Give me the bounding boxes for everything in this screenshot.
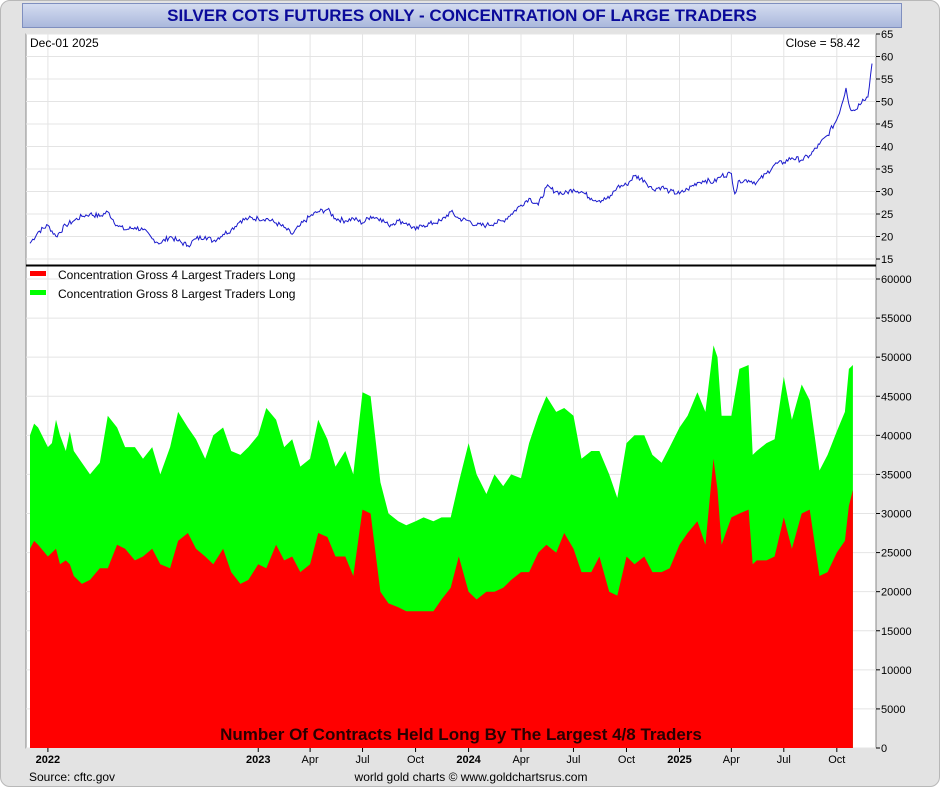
contracts-axis: 0 5000 10000 15000 20000 25000 30000 35000 40000… [876,274,912,755]
credit-label: world gold charts © www.goldchartsrus.co… [354,770,588,784]
contracts-tick-label: 20000 [881,587,912,599]
x-tick-label: 2023 [246,754,270,766]
source-label: Source: cftc.gov [29,770,115,784]
contracts-tick-label: 15000 [881,626,912,638]
price-grid [26,33,876,265]
date-label: Dec-01 2025 [30,36,99,50]
chart-annotation: Number Of Contracts Held Long By The Lar… [220,725,702,744]
price-tick-label: 60 [881,52,893,64]
contracts-tick-label: 45000 [881,391,912,403]
x-tick-label: 2025 [667,754,691,766]
area-4-largest [30,458,853,748]
x-tick-label: 2024 [456,754,481,766]
x-tick-label: Oct [828,754,845,766]
legend-label-8-largest: Concentration Gross 8 Largest Traders Lo… [58,287,295,301]
legend-swatch-8-largest [30,290,46,295]
x-tick-label: Jul [566,754,580,766]
price-line [29,63,873,248]
legend-label-4-largest: Concentration Gross 4 Largest Traders Lo… [58,268,295,282]
contracts-tick-label: 30000 [881,509,912,521]
legend-swatch-4-largest [30,271,46,276]
contracts-tick-label: 55000 [881,313,912,325]
contracts-tick-label: 50000 [881,352,912,364]
contracts-tick-label: 0 [881,743,887,755]
price-axis: 15 20 25 30 35 40 45 50 55 60 65 [876,29,893,266]
contracts-tick-label: 25000 [881,548,912,560]
price-panel [25,33,877,266]
x-tick-label: Apr [723,754,740,766]
price-tick-label: 15 [881,254,893,266]
contracts-tick-label: 5000 [881,704,905,716]
x-axis: 2022 2023 Apr Jul Oct 2024 Apr Jul Oct 2025 Apr Jul… [36,748,845,766]
price-tick-label: 55 [881,74,893,86]
price-tick-label: 25 [881,209,893,221]
x-tick-label: Oct [407,754,424,766]
price-tick-label: 65 [881,29,893,41]
contracts-tick-label: 10000 [881,665,912,677]
x-tick-label: 2022 [36,754,60,766]
x-tick-label: Apr [512,754,529,766]
x-tick-label: Oct [618,754,635,766]
price-tick-label: 20 [881,232,893,244]
chart-title: SILVER COTS FUTURES ONLY - CONCENTRATION… [22,3,902,28]
price-tick-label: 50 [881,97,893,109]
price-tick-label: 35 [881,164,893,176]
x-tick-label: Jul [356,754,370,766]
x-tick-label: Apr [302,754,319,766]
contracts-tick-label: 35000 [881,469,912,481]
contracts-tick-label: 60000 [881,274,912,286]
price-tick-label: 40 [881,142,893,154]
price-tick-label: 45 [881,119,893,131]
x-tick-label: Jul [777,754,791,766]
contracts-tick-label: 40000 [881,430,912,442]
close-label: Close = 58.42 [786,36,861,50]
price-tick-label: 30 [881,187,893,199]
